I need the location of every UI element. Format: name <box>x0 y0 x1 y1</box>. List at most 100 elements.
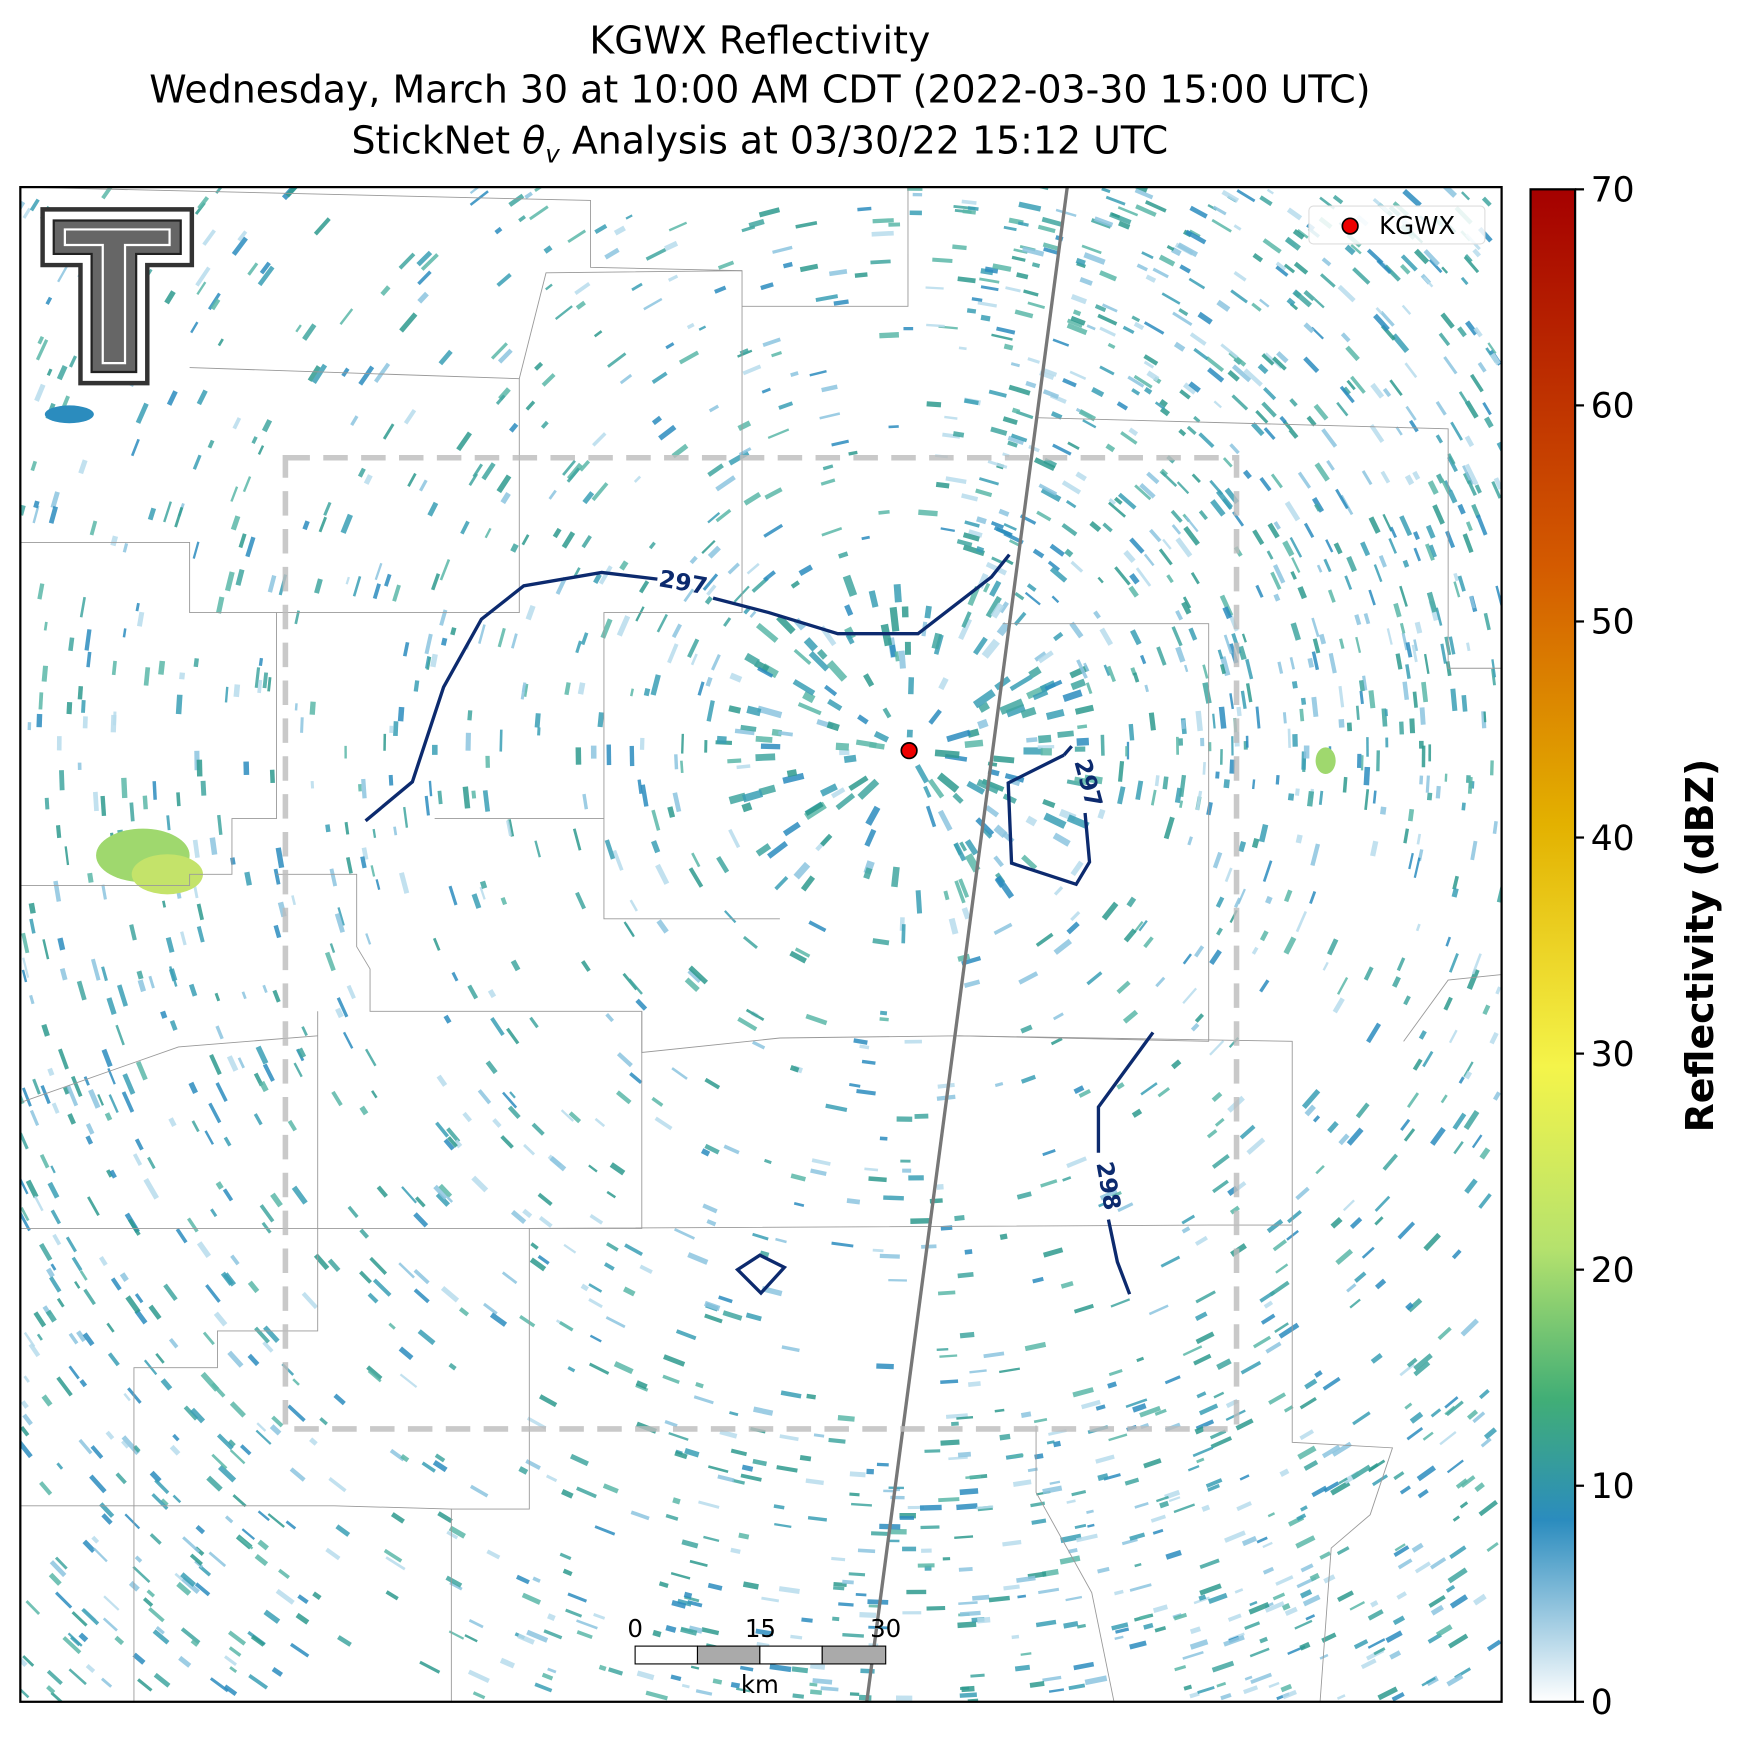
echo <box>287 1119 297 1132</box>
echo <box>1070 860 1084 877</box>
echo <box>148 975 155 989</box>
echo <box>1339 638 1345 650</box>
echo <box>1114 1635 1124 1641</box>
echo <box>1037 650 1054 664</box>
echo <box>1040 487 1062 503</box>
echo <box>980 285 999 292</box>
echo <box>1061 480 1082 495</box>
echo <box>742 789 764 803</box>
echo <box>1351 1464 1372 1480</box>
echo <box>1483 612 1491 631</box>
echo <box>224 1515 234 1524</box>
echo <box>1075 1533 1098 1543</box>
echo <box>953 842 967 862</box>
echo <box>698 1500 720 1509</box>
echo <box>1490 760 1494 776</box>
echo <box>437 1511 453 1524</box>
echo <box>1240 690 1247 710</box>
echo <box>1120 431 1138 445</box>
echo <box>209 837 218 856</box>
echo <box>948 917 959 935</box>
echo <box>1272 356 1287 371</box>
echo <box>1457 326 1467 338</box>
title-text: StickNet <box>351 119 522 163</box>
echo <box>648 541 656 550</box>
echo <box>1259 930 1269 942</box>
scale-tick-label: 0 <box>627 1614 643 1643</box>
echo <box>44 405 94 424</box>
echo <box>1465 521 1473 532</box>
county-line <box>958 623 1210 1042</box>
echo <box>311 363 328 384</box>
echo <box>738 1532 750 1540</box>
echo <box>706 584 717 596</box>
echo <box>1395 653 1403 670</box>
echo <box>208 1102 222 1124</box>
echo <box>810 1663 826 1670</box>
echo <box>767 841 788 859</box>
echo <box>1202 761 1206 775</box>
echo <box>810 1168 827 1177</box>
echo <box>1171 524 1182 535</box>
echo <box>1257 363 1269 375</box>
echo <box>1239 1124 1256 1140</box>
echo <box>1382 513 1393 532</box>
echo <box>1251 302 1262 312</box>
echo <box>560 1109 575 1122</box>
echo <box>1440 312 1455 329</box>
echo <box>996 326 1016 335</box>
echo <box>1321 428 1338 448</box>
echo <box>295 324 302 333</box>
echo <box>1275 1575 1294 1586</box>
echo <box>923 785 932 798</box>
echo <box>604 247 620 260</box>
echo <box>1251 946 1259 955</box>
echo <box>301 1291 319 1310</box>
echo <box>1263 427 1276 441</box>
echo <box>1140 1082 1158 1096</box>
echo <box>25 1600 41 1615</box>
echo <box>957 276 976 284</box>
echo <box>168 968 178 982</box>
echo <box>581 535 592 549</box>
echo <box>417 270 432 286</box>
echo <box>1461 191 1471 201</box>
echo <box>1303 1459 1319 1471</box>
echo <box>816 649 828 660</box>
echo <box>502 1091 518 1109</box>
echo <box>1338 685 1345 708</box>
echo <box>1482 402 1492 416</box>
echo <box>469 187 483 194</box>
echo <box>1414 248 1430 265</box>
echo <box>1376 750 1380 772</box>
echo <box>939 1354 958 1358</box>
echo <box>681 1683 690 1689</box>
echo <box>1413 1353 1433 1371</box>
contour-line <box>1096 1031 1155 1153</box>
echo <box>500 1135 514 1149</box>
echo <box>1303 289 1316 302</box>
echo <box>464 1634 478 1643</box>
echo <box>861 535 870 541</box>
echo <box>1163 816 1175 840</box>
echo <box>135 602 140 612</box>
echo <box>936 772 960 793</box>
echo <box>901 606 909 618</box>
echo <box>525 604 536 621</box>
echo <box>1389 1650 1402 1660</box>
echo <box>791 1666 809 1674</box>
echo <box>1017 221 1029 227</box>
echo <box>421 1461 436 1473</box>
echo <box>506 820 512 837</box>
echo <box>864 828 877 847</box>
echo <box>710 654 721 671</box>
echo <box>1328 652 1337 674</box>
echo <box>971 297 983 302</box>
echo <box>702 573 719 591</box>
echo <box>1407 1092 1420 1108</box>
echo <box>1244 1621 1261 1631</box>
echo <box>1202 682 1212 704</box>
echo <box>1448 1633 1469 1649</box>
echo <box>106 1322 115 1333</box>
echo <box>985 595 1002 619</box>
